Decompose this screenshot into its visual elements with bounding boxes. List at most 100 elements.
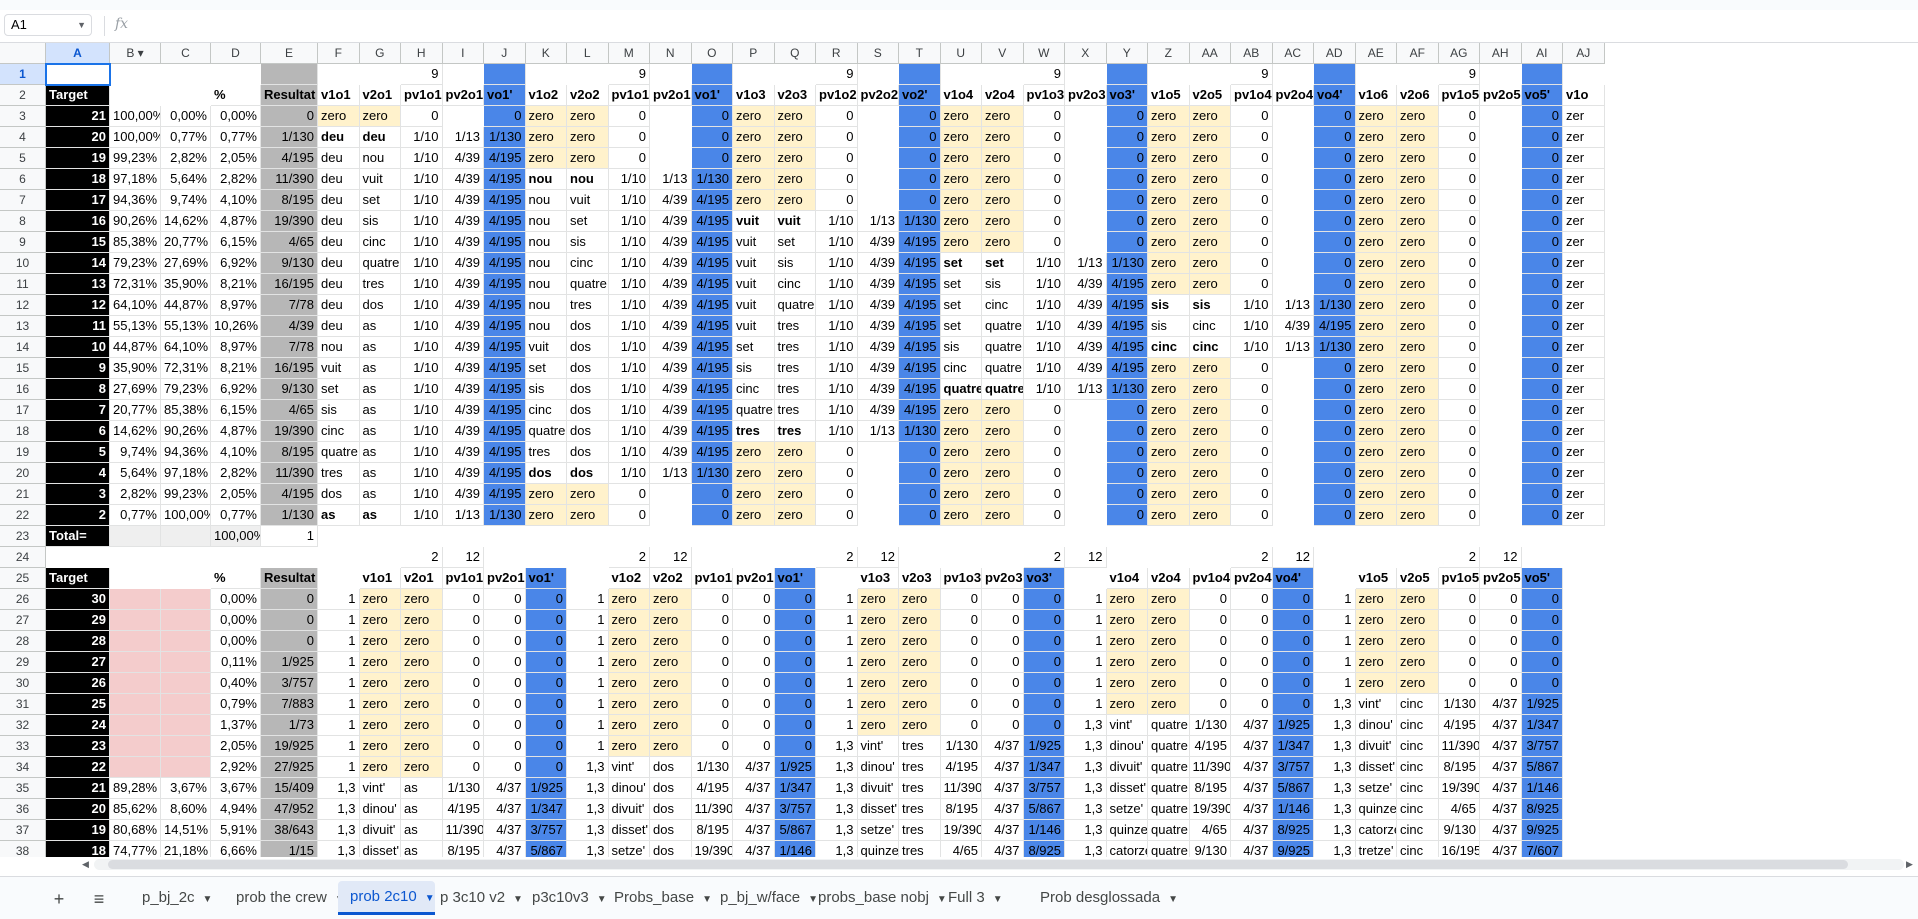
- cell-w32[interactable]: 0: [1023, 715, 1065, 736]
- cell-z34[interactable]: quatre: [1148, 757, 1190, 778]
- row-header-4[interactable]: 4: [0, 127, 46, 148]
- tab-dropdown-icon[interactable]: ▼: [936, 894, 947, 905]
- cell-h20[interactable]: 1/10: [401, 463, 443, 484]
- cell-y5[interactable]: 0: [1106, 148, 1148, 169]
- cell-ag29[interactable]: 0: [1438, 652, 1480, 673]
- cell-u26[interactable]: 0: [940, 589, 982, 610]
- cell-o4[interactable]: 0: [691, 127, 733, 148]
- cell-a23[interactable]: Total=: [46, 526, 110, 547]
- cell-i34[interactable]: 0: [442, 757, 484, 778]
- cell-f15[interactable]: vuit: [318, 358, 360, 379]
- cell-x26[interactable]: 1: [1065, 589, 1107, 610]
- cell-n32[interactable]: zero: [650, 715, 692, 736]
- cell-i27[interactable]: 0: [442, 610, 484, 631]
- cell-aj2[interactable]: v1o: [1563, 85, 1605, 106]
- cell-l7[interactable]: vuit: [567, 190, 609, 211]
- cell-aa4[interactable]: zero: [1189, 127, 1231, 148]
- cell-ae11[interactable]: zero: [1355, 274, 1397, 295]
- cell-ad31[interactable]: 1,3: [1314, 694, 1356, 715]
- cell-aa32[interactable]: 1/130: [1189, 715, 1231, 736]
- cell-z11[interactable]: zero: [1148, 274, 1190, 295]
- cell-y19[interactable]: 0: [1106, 442, 1148, 463]
- cell-g20[interactable]: as: [359, 463, 401, 484]
- cell-c38[interactable]: 21,18%: [161, 841, 211, 857]
- cell-h19[interactable]: 1/10: [401, 442, 443, 463]
- cell-u10[interactable]: set: [940, 253, 982, 274]
- cell-y27[interactable]: zero: [1106, 610, 1148, 631]
- cell-af21[interactable]: zero: [1397, 484, 1439, 505]
- cell-r4[interactable]: 0: [816, 127, 858, 148]
- cell-j27[interactable]: 0: [484, 610, 526, 631]
- cell-b34[interactable]: [110, 757, 161, 778]
- sheet-tab-p3c10v3[interactable]: p3c10v3 ▼: [520, 881, 607, 915]
- cell-l12[interactable]: tres: [567, 295, 609, 316]
- cell-v18[interactable]: zero: [982, 421, 1024, 442]
- cell-ae18[interactable]: zero: [1355, 421, 1397, 442]
- cell-af10[interactable]: zero: [1397, 253, 1439, 274]
- cell-w17[interactable]: 0: [1023, 400, 1065, 421]
- cell-q8[interactable]: vuit: [774, 211, 816, 232]
- cell-aa19[interactable]: zero: [1189, 442, 1231, 463]
- cell-c3[interactable]: 0,00%: [161, 106, 211, 127]
- cell-v7[interactable]: zero: [982, 190, 1024, 211]
- cell-aj5[interactable]: zer: [1563, 148, 1605, 169]
- cell-ad15[interactable]: 0: [1314, 358, 1356, 379]
- cell-h11[interactable]: 1/10: [401, 274, 443, 295]
- cell-p14[interactable]: set: [733, 337, 775, 358]
- cell-aa30[interactable]: 0: [1189, 673, 1231, 694]
- cell-e4[interactable]: 1/130: [261, 127, 318, 148]
- cell-ae37[interactable]: catorze': [1355, 820, 1397, 841]
- cell-d15[interactable]: 8,21%: [211, 358, 261, 379]
- cell-n25[interactable]: v2o2: [650, 568, 692, 589]
- cell-d33[interactable]: 2,05%: [211, 736, 261, 757]
- cell-af16[interactable]: zero: [1397, 379, 1439, 400]
- cell-u12[interactable]: set: [940, 295, 982, 316]
- cell-e33[interactable]: 19/925: [261, 736, 318, 757]
- cell-z26[interactable]: zero: [1148, 589, 1190, 610]
- cell-ai1[interactable]: [1521, 64, 1563, 85]
- cell-p17[interactable]: quatre: [733, 400, 775, 421]
- cell-f19[interactable]: quatre: [318, 442, 360, 463]
- cell-af14[interactable]: zero: [1397, 337, 1439, 358]
- cell-z20[interactable]: zero: [1148, 463, 1190, 484]
- cell-aa13[interactable]: cinc: [1189, 316, 1231, 337]
- cell-ad10[interactable]: 0: [1314, 253, 1356, 274]
- cell-a38[interactable]: 18: [46, 841, 110, 857]
- cell-z33[interactable]: quatre: [1148, 736, 1190, 757]
- cell-h29[interactable]: zero: [401, 652, 443, 673]
- cell-j10[interactable]: 4/195: [484, 253, 526, 274]
- cell-m7[interactable]: 1/10: [608, 190, 650, 211]
- cell-aa35[interactable]: 8/195: [1189, 778, 1231, 799]
- cell-u28[interactable]: 0: [940, 631, 982, 652]
- cell-ag24[interactable]: 2: [1438, 547, 1480, 568]
- cell-l37[interactable]: 1,3: [567, 820, 609, 841]
- cell-t21[interactable]: 0: [899, 484, 941, 505]
- row-header-38[interactable]: 38: [0, 841, 46, 857]
- cell-ah27[interactable]: 0: [1480, 610, 1522, 631]
- cell-p6[interactable]: zero: [733, 169, 775, 190]
- cell-ae6[interactable]: zero: [1355, 169, 1397, 190]
- cell-a11[interactable]: 13: [46, 274, 110, 295]
- cell-aj10[interactable]: zer: [1563, 253, 1605, 274]
- cell-c37[interactable]: 14,51%: [161, 820, 211, 841]
- cell-s35[interactable]: divuit': [857, 778, 899, 799]
- cell-ac29[interactable]: 0: [1272, 652, 1314, 673]
- cell-af31[interactable]: cinc: [1397, 694, 1439, 715]
- cell-e35[interactable]: 15/409: [261, 778, 318, 799]
- cell-j12[interactable]: 4/195: [484, 295, 526, 316]
- cell-ae26[interactable]: zero: [1355, 589, 1397, 610]
- column-header-u[interactable]: U: [940, 43, 982, 64]
- cell-i7[interactable]: 4/39: [442, 190, 484, 211]
- cell-l27[interactable]: 1: [567, 610, 609, 631]
- cell-t3[interactable]: 0: [899, 106, 941, 127]
- cell-y9[interactable]: 0: [1106, 232, 1148, 253]
- cell-f21[interactable]: dos: [318, 484, 360, 505]
- cell-u6[interactable]: zero: [940, 169, 982, 190]
- cell-q17[interactable]: tres: [774, 400, 816, 421]
- cell-ag7[interactable]: 0: [1438, 190, 1480, 211]
- cell-d16[interactable]: 6,92%: [211, 379, 261, 400]
- cell-p35[interactable]: 4/37: [733, 778, 775, 799]
- cell-o36[interactable]: 11/390: [691, 799, 733, 820]
- cell-b14[interactable]: 44,87%: [110, 337, 161, 358]
- cell-y21[interactable]: 0: [1106, 484, 1148, 505]
